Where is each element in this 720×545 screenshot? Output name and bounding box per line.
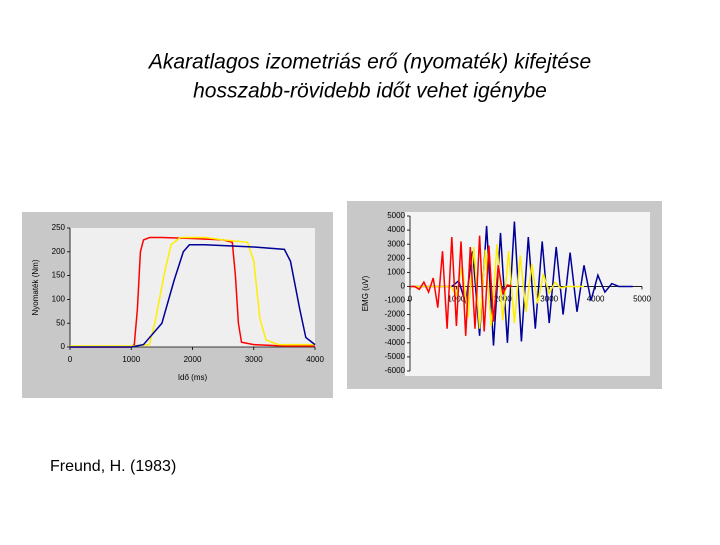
data-line [70,236,315,348]
y-tick-label: 200 [52,247,66,256]
x-tick-label: 2000 [184,355,202,364]
y-tick-label: -1000 [385,296,406,305]
y-tick-label: -6000 [385,366,406,375]
y-axis-label: Nyomaték (Nm) [31,259,40,315]
plot-area [70,228,315,347]
x-tick-label: 1000 [122,355,140,364]
x-tick-label: 0 [68,355,73,364]
data-line [410,235,513,336]
y-tick-label: -3000 [385,324,406,333]
y-tick-label: 250 [52,223,66,232]
y-tick-label: -5000 [385,352,406,361]
y-tick-label: 1000 [387,267,405,276]
x-tick-label: 4000 [306,355,324,364]
x-tick-label: 3000 [540,295,558,304]
x-tick-label: 3000 [245,355,263,364]
y-tick-label: 2000 [387,253,405,262]
y-tick-label: 0 [61,342,66,351]
y-tick-label: -2000 [385,310,406,319]
y-tick-label: -4000 [385,338,406,347]
y-tick-label: 5000 [387,211,405,220]
x-tick-label: 5000 [633,295,651,304]
data-line [70,243,316,348]
x-tick-label: 4000 [587,295,605,304]
citation: Freund, H. (1983) [50,458,176,475]
y-tick-label: 0 [401,282,406,291]
x-axis-label: Idő (ms) [178,373,208,382]
x-tick-label: 0 [408,295,413,304]
x-tick-label: 2000 [494,295,512,304]
y-tick-label: 4000 [387,225,405,234]
slide-title: Akaratlagos izometriás erő (nyomaték) ki… [147,51,591,74]
y-tick-label: 150 [52,271,66,280]
slide-title: hosszabb-rövidebb időt vehet igénybe [193,80,547,103]
x-tick-label: 1000 [448,295,466,304]
y-tick-label: 100 [52,295,66,304]
y-axis-label: EMG (uV) [361,275,370,311]
y-tick-label: 50 [56,318,65,327]
y-tick-label: 3000 [387,239,405,248]
